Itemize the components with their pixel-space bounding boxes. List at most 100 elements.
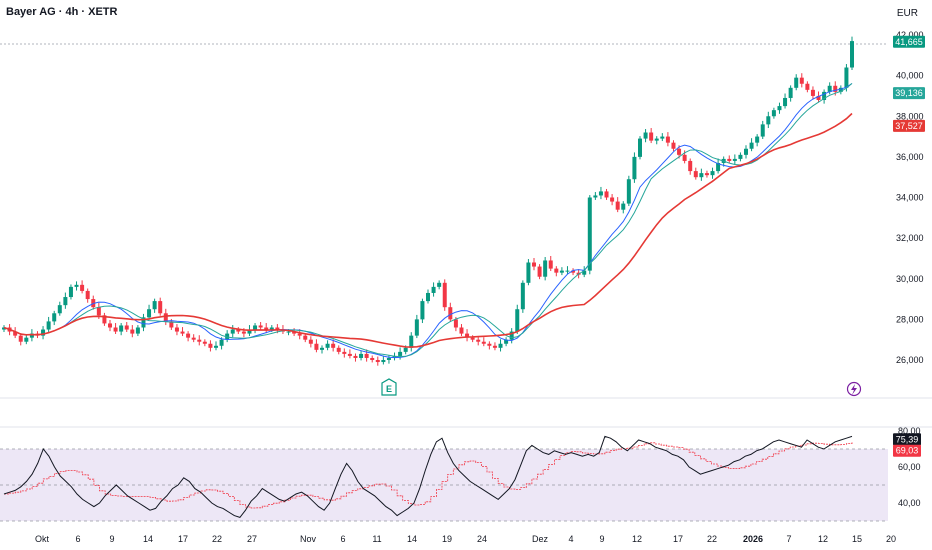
candle-body <box>744 148 748 155</box>
candle-body <box>119 325 124 332</box>
time-tick-label: 22 <box>212 534 222 544</box>
candle-body <box>398 351 403 356</box>
candle-body <box>247 329 252 334</box>
candle-body <box>515 309 520 332</box>
candle-body <box>470 337 475 340</box>
price-label-text: 37,527 <box>895 121 923 131</box>
candle-body <box>626 179 631 204</box>
candle-body <box>565 270 570 272</box>
lightning-icon[interactable] <box>846 381 862 397</box>
candle-body <box>442 282 447 308</box>
price-tick-label: 30,000 <box>896 274 924 284</box>
earnings-marker[interactable]: E <box>381 378 397 396</box>
time-tick-label: 15 <box>852 534 862 544</box>
candle-body <box>96 307 101 316</box>
candle-body <box>649 132 654 141</box>
rsi-tick-label: 80,00 <box>898 426 921 436</box>
candle-body <box>169 321 174 328</box>
candle-body <box>755 136 760 143</box>
candle-body <box>822 91 827 100</box>
candle-body <box>537 266 542 277</box>
candle-body <box>68 286 73 298</box>
time-tick-label: 2026 <box>743 534 763 544</box>
candle-body <box>331 343 336 348</box>
candle-body <box>476 339 481 342</box>
candle-body <box>850 41 854 68</box>
candle-body <box>308 339 313 344</box>
price-tick-label: 42,000 <box>896 30 924 40</box>
candle-body <box>554 268 559 273</box>
candle-body <box>359 353 364 358</box>
candle-body <box>63 297 68 306</box>
candle-body <box>459 327 464 334</box>
candle-body <box>448 307 453 320</box>
candle-body <box>420 301 425 320</box>
candle-body <box>24 337 29 342</box>
candle-body <box>158 301 163 314</box>
candle-body <box>208 343 213 348</box>
time-tick-label: Dez <box>532 534 549 544</box>
price-axis[interactable]: 42,000 40,000 38,000 36,000 34,000 32,000 30,0… <box>893 30 925 365</box>
candle-body <box>526 262 531 283</box>
candle-body <box>147 309 152 318</box>
candle-body <box>660 136 665 139</box>
time-tick-label: 27 <box>247 534 257 544</box>
candle-body <box>414 319 419 336</box>
time-tick-label: 4 <box>568 534 573 544</box>
candle-body <box>426 292 430 302</box>
candle-body <box>219 339 224 346</box>
rsi-group <box>3 435 853 518</box>
candle-body <box>481 341 486 344</box>
candle-body <box>710 171 715 176</box>
candle-body <box>108 323 112 328</box>
candle-body <box>264 327 269 330</box>
time-tick-label: 22 <box>707 534 717 544</box>
rsi-label-text: 75,39 <box>896 434 919 444</box>
candle-body <box>46 321 51 330</box>
sma-fast-line <box>3 83 853 359</box>
candle-body <box>381 360 386 363</box>
candle-body <box>760 124 765 137</box>
price-tick-label: 34,000 <box>896 193 924 203</box>
candle-body <box>135 327 140 334</box>
candle-body <box>543 260 548 277</box>
price-tick-label: 26,000 <box>896 355 924 365</box>
rsi-tick-label: 60,00 <box>898 462 921 472</box>
candle-body <box>788 87 793 98</box>
candle-body <box>2 327 6 330</box>
rsi-tick-label: 40,00 <box>898 498 921 508</box>
price-label-text: 39,136 <box>895 88 923 98</box>
candle-body <box>41 329 46 336</box>
candle-body <box>258 325 263 328</box>
candle-body <box>682 154 687 161</box>
candle-body <box>771 110 776 117</box>
price-label-box <box>893 119 925 132</box>
chart-title: Bayer AG · 4h · XETR <box>6 6 118 18</box>
candle-body <box>665 136 670 143</box>
candle-body <box>29 333 34 338</box>
price-label-text: 41,665 <box>895 37 923 47</box>
rsi-axis[interactable]: 80,00 60,00 40,00 75,39 69,03 <box>893 426 921 508</box>
time-tick-label: 7 <box>786 534 791 544</box>
candle-body <box>643 132 648 139</box>
time-tick-label: 17 <box>178 534 188 544</box>
candle-body <box>52 313 57 322</box>
candle-body <box>253 325 258 330</box>
candle-body <box>593 195 598 198</box>
candle-body <box>509 331 514 340</box>
time-tick-label: 12 <box>818 534 828 544</box>
candle-body <box>13 331 18 336</box>
time-tick-label: 14 <box>407 534 417 544</box>
candle-body <box>214 345 218 348</box>
candle-body <box>783 97 788 107</box>
candle-body <box>130 329 135 334</box>
time-tick-label: 9 <box>109 534 114 544</box>
candle-body <box>191 337 196 340</box>
candle-body <box>314 343 319 350</box>
time-tick-label: 12 <box>632 534 642 544</box>
time-tick-label: 20 <box>886 534 896 544</box>
time-axis[interactable]: Okt 6 9 14 17 22 27 Nov 6 11 14 19 24 Dez 4 9 12 17 22 2026… <box>35 534 896 544</box>
candle-body <box>738 154 743 159</box>
candle-body <box>777 106 782 111</box>
